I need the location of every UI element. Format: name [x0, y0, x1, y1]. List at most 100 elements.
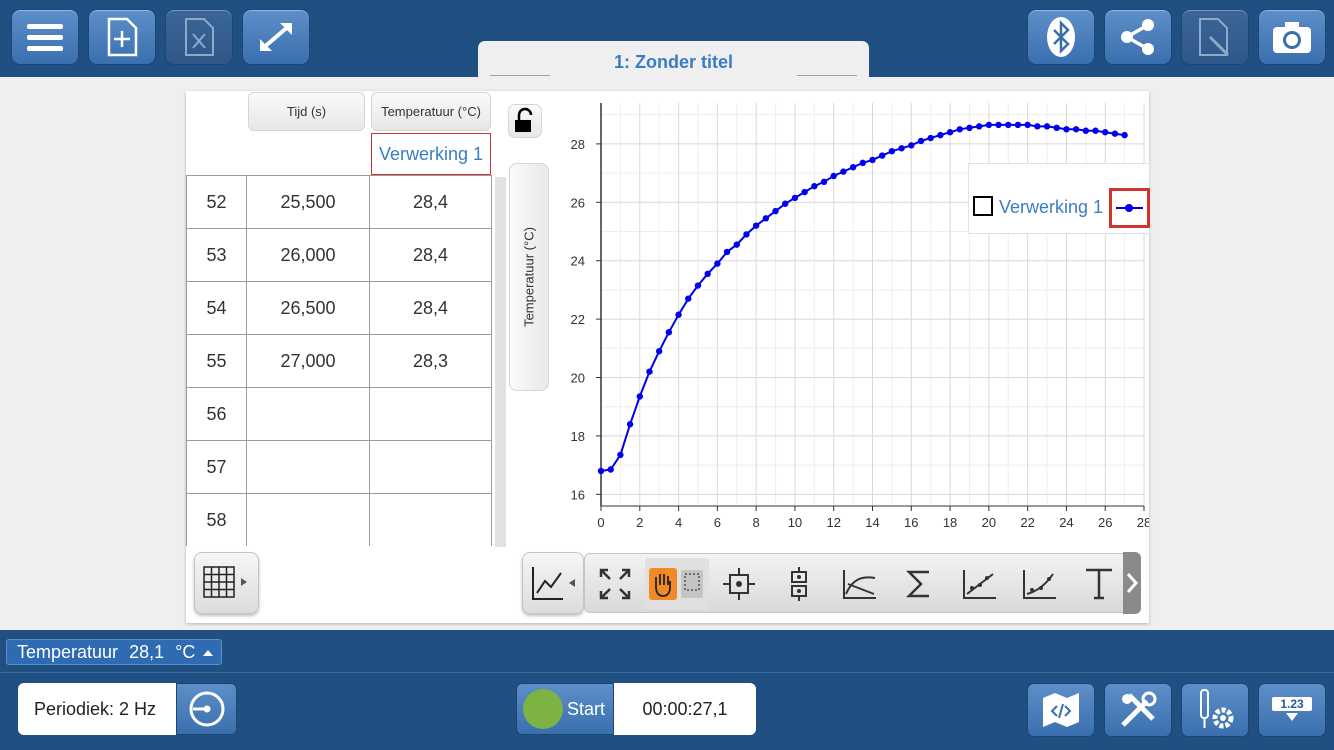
- table-scrollbar[interactable]: [495, 177, 506, 547]
- x-tick-label: 16: [904, 515, 918, 530]
- row-index-cell[interactable]: 54: [186, 281, 247, 335]
- column-header-temperature[interactable]: Temperatuur (°C): [371, 92, 491, 131]
- data-point: [772, 207, 779, 215]
- tangent-button[interactable]: [831, 558, 887, 610]
- annotation-button[interactable]: [1071, 558, 1127, 610]
- table-row[interactable]: 56: [186, 387, 492, 441]
- linear-fit-button[interactable]: [951, 558, 1007, 610]
- export-button[interactable]: [1181, 9, 1249, 65]
- temperature-cell[interactable]: 28,3: [369, 334, 492, 388]
- new-file-button[interactable]: [88, 9, 156, 65]
- lock-button[interactable]: [508, 104, 542, 138]
- row-index-cell[interactable]: 52: [186, 175, 247, 229]
- y-axis-selector[interactable]: Temperatuur (°C): [509, 163, 549, 391]
- autoscale-button[interactable]: [587, 558, 643, 610]
- data-point: [743, 231, 750, 238]
- data-point: [617, 451, 624, 459]
- y-tick-label: 28: [571, 137, 585, 152]
- temperature-cell[interactable]: 28,4: [369, 281, 492, 335]
- time-cell[interactable]: [246, 493, 370, 546]
- run-label[interactable]: Verwerking 1: [371, 133, 491, 175]
- time-cell[interactable]: [246, 387, 370, 441]
- table-row[interactable]: 57: [186, 440, 492, 494]
- delete-file-button[interactable]: [165, 9, 233, 65]
- sensor-settings-button[interactable]: [1181, 683, 1249, 737]
- timer-icon: [189, 691, 224, 727]
- table-view-button[interactable]: [194, 552, 259, 614]
- x-tick-label: 12: [826, 515, 840, 530]
- row-index-cell[interactable]: 57: [186, 440, 247, 494]
- row-index-cell[interactable]: 56: [186, 387, 247, 441]
- code-button[interactable]: [1027, 683, 1095, 737]
- table-row[interactable]: 55 27,000 28,3: [186, 334, 492, 388]
- data-point: [898, 145, 905, 152]
- pan-select-toggle[interactable]: [645, 558, 709, 610]
- zoom-point-button[interactable]: [771, 558, 827, 610]
- graph-view-button[interactable]: [522, 552, 584, 614]
- time-cell[interactable]: 26,500: [246, 281, 370, 335]
- tools-icon: [1121, 691, 1157, 727]
- sensor-meter-chip[interactable]: Temperatuur 28,1 °C: [6, 639, 222, 665]
- data-point: [927, 134, 934, 142]
- document-title-tab[interactable]: 1: Zonder titel: [478, 41, 869, 77]
- time-cell[interactable]: 27,000: [246, 334, 370, 388]
- data-point: [878, 152, 886, 159]
- autoscale-icon: [599, 568, 631, 600]
- row-index-cell[interactable]: 53: [186, 228, 247, 282]
- legend-checkbox[interactable]: [973, 196, 993, 216]
- temperature-cell[interactable]: [369, 440, 492, 494]
- x-tick-label: 14: [865, 515, 879, 530]
- time-cell[interactable]: [246, 440, 370, 494]
- temperature-cell[interactable]: 28,4: [369, 175, 492, 229]
- time-cell[interactable]: 26,000: [246, 228, 370, 282]
- data-table-container: 52 25,500 28,4 53 26,000 28,4 54 26,500 28,4 55 27…: [186, 175, 492, 546]
- x-tick-label: 4: [675, 515, 682, 530]
- collection-settings-button[interactable]: [176, 683, 237, 735]
- share-button[interactable]: [1104, 9, 1172, 65]
- data-point: [1102, 129, 1109, 136]
- hand-icon: [649, 568, 703, 600]
- column-header-time[interactable]: Tijd (s): [248, 92, 365, 131]
- camera-button[interactable]: [1258, 9, 1326, 65]
- integral-button[interactable]: [891, 558, 947, 610]
- main-panel: Tijd (s) Temperatuur (°C) Verwerking 1 5…: [186, 91, 1150, 623]
- data-point: [626, 421, 634, 428]
- legend: Verwerking 1: [968, 163, 1150, 234]
- tab-divider: [490, 75, 857, 76]
- fullscreen-button[interactable]: [242, 9, 310, 65]
- table-row[interactable]: 52 25,500 28,4: [186, 175, 492, 229]
- curve-fit-button[interactable]: [1011, 558, 1067, 610]
- crosshair-icon: [723, 568, 755, 600]
- legend-series-style-button[interactable]: [1109, 188, 1150, 228]
- row-index-cell[interactable]: 58: [186, 493, 247, 546]
- menu-button[interactable]: [11, 9, 79, 65]
- time-cell[interactable]: 25,500: [246, 175, 370, 229]
- data-point: [607, 466, 614, 473]
- examine-button[interactable]: [711, 558, 767, 610]
- export-icon: [1199, 18, 1230, 57]
- temperature-cell[interactable]: [369, 493, 492, 546]
- toolbar-more-button[interactable]: [1123, 552, 1141, 614]
- temperature-cell[interactable]: 28,4: [369, 228, 492, 282]
- start-button[interactable]: Start: [516, 683, 614, 735]
- bluetooth-icon: [1047, 17, 1075, 57]
- bluetooth-button[interactable]: [1027, 9, 1095, 65]
- table-row[interactable]: 53 26,000 28,4: [186, 228, 492, 282]
- x-tick-label: 20: [982, 515, 996, 530]
- tools-button[interactable]: [1104, 683, 1172, 737]
- data-point: [1063, 126, 1070, 133]
- data-table: 52 25,500 28,4 53 26,000 28,4 54 26,500 28,4 55 27…: [186, 175, 492, 546]
- row-index-cell[interactable]: 55: [186, 334, 247, 388]
- expand-icon: [260, 23, 292, 51]
- data-point: [1024, 121, 1031, 129]
- bottom-bar: Temperatuur 28,1 °C Periodiek: 2 Hz Star…: [0, 630, 1334, 750]
- meter-display-button[interactable]: 1.23: [1258, 683, 1326, 737]
- data-point: [908, 142, 915, 149]
- table-row[interactable]: 58: [186, 493, 492, 546]
- table-row[interactable]: 54 26,500 28,4: [186, 281, 492, 335]
- status-separator: [0, 672, 1334, 673]
- collection-mode-field[interactable]: Periodiek: 2 Hz: [18, 683, 176, 735]
- delete-file-icon: [185, 18, 214, 56]
- temperature-cell[interactable]: [369, 387, 492, 441]
